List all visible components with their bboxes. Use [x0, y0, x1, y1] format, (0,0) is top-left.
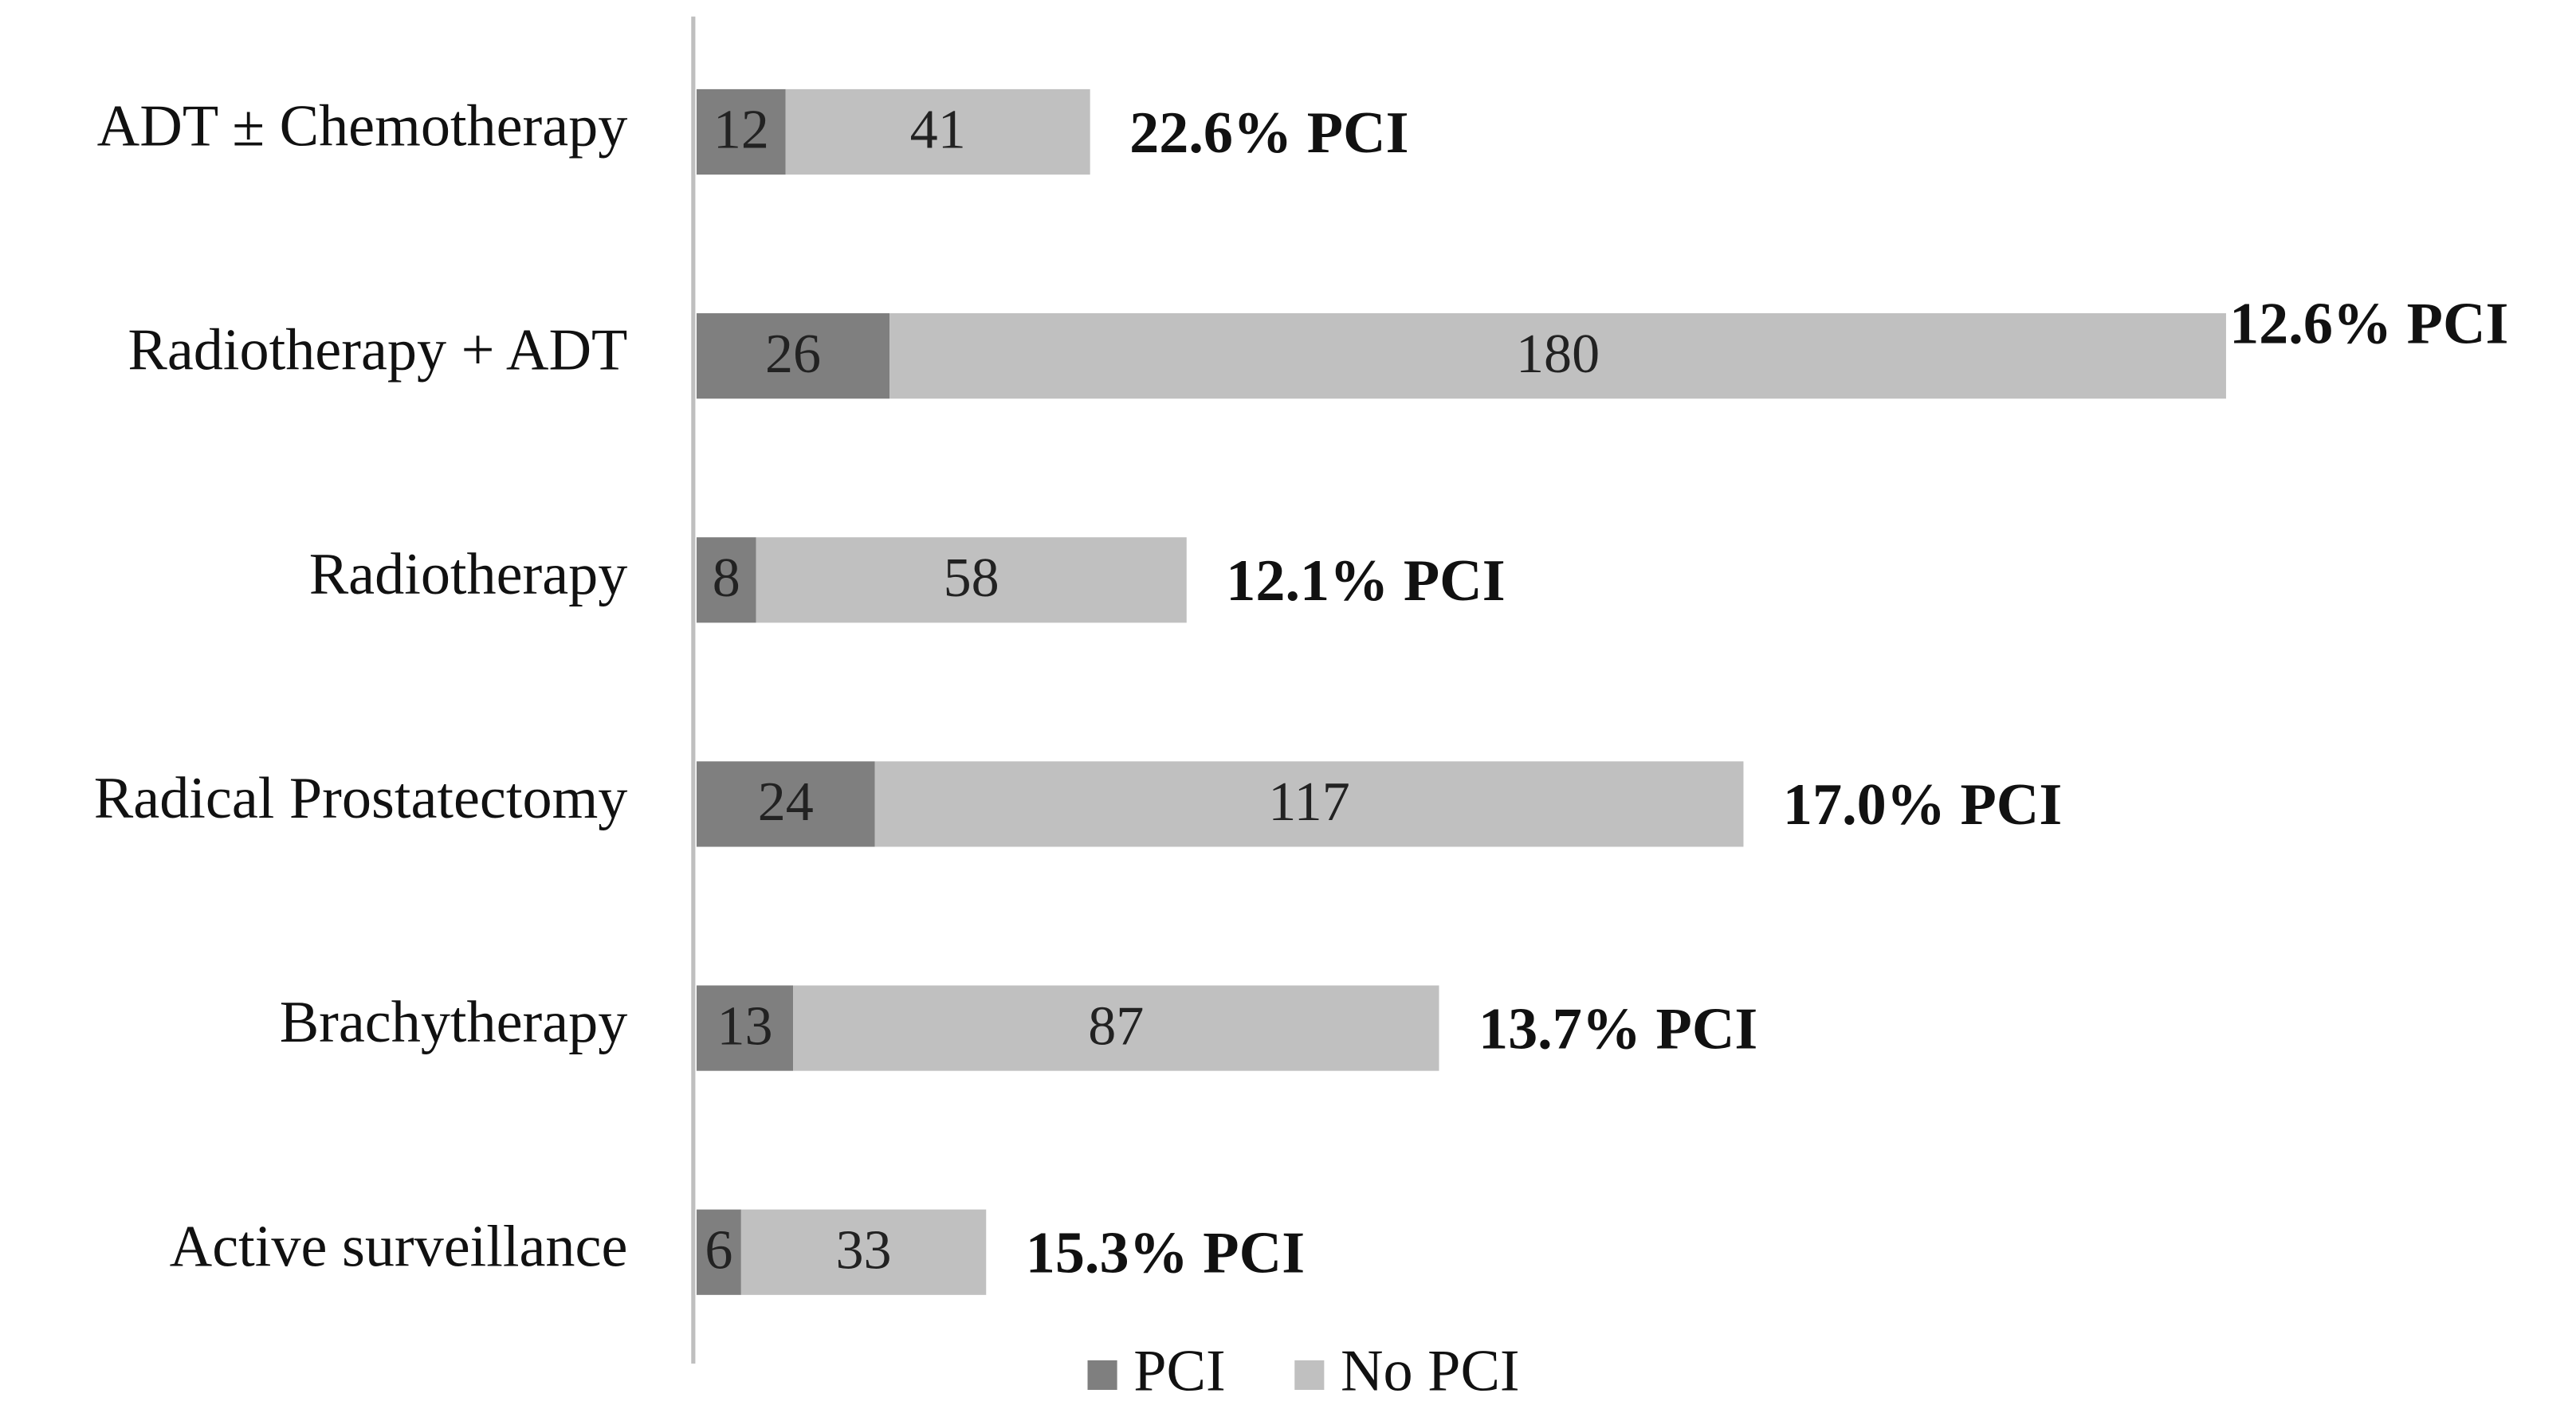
bar-segment — [785, 88, 1090, 175]
legend-swatch — [1294, 1360, 1325, 1390]
bar-segment — [696, 1209, 741, 1295]
value-label: 41 — [910, 100, 966, 161]
category-label: Brachytherapy — [280, 990, 628, 1055]
value-label: 12 — [713, 100, 769, 161]
percent-annotation: 13.7% PCI — [1478, 996, 1757, 1062]
bar-segment — [874, 761, 1744, 847]
category-label: Active surveillance — [170, 1214, 628, 1279]
bar-segment — [696, 761, 875, 847]
legend-label: No PCI — [1341, 1339, 1520, 1404]
value-label: 8 — [713, 548, 740, 609]
percent-annotation: 22.6% PCI — [1129, 100, 1408, 166]
bar-segment — [696, 313, 890, 399]
legend-label: PCI — [1133, 1339, 1225, 1404]
category-label: Radical Prostatectomy — [94, 766, 628, 831]
bar-segment — [740, 1209, 987, 1295]
category-label: Radiotherapy — [309, 542, 628, 607]
value-label: 13 — [717, 995, 772, 1057]
percent-annotation: 15.3% PCI — [1026, 1221, 1305, 1286]
category-label: ADT ± Chemotherapy — [97, 94, 628, 159]
percent-annotation: 17.0% PCI — [1783, 772, 2062, 838]
category-label: Radiotherapy + ADT — [128, 318, 627, 383]
value-label: 26 — [765, 324, 821, 385]
bar-segment — [756, 537, 1187, 623]
percent-annotation: 12.1% PCI — [1226, 548, 1505, 614]
bar-segment — [889, 313, 2226, 399]
value-label: 87 — [1088, 995, 1144, 1057]
legend-swatch — [1087, 1360, 1117, 1390]
value-label: 33 — [836, 1219, 892, 1281]
value-label: 24 — [758, 771, 814, 833]
bar-segment — [696, 985, 794, 1071]
percent-annotation: 12.6% PCI — [2229, 292, 2508, 357]
bar-segment — [696, 88, 786, 175]
value-label: 117 — [1268, 771, 1350, 833]
value-label: 6 — [705, 1219, 732, 1281]
value-label: 58 — [944, 548, 999, 609]
bar-segment — [793, 985, 1439, 1071]
bar-segment — [696, 537, 756, 623]
value-label: 180 — [1516, 324, 1600, 385]
